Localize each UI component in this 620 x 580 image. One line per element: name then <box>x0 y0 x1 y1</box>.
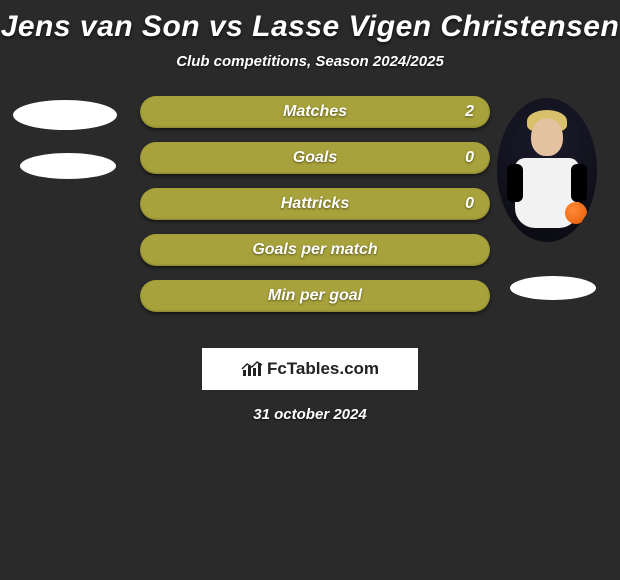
photo-illustration <box>497 98 597 242</box>
ball-shape <box>565 202 587 224</box>
player-right-slot <box>495 98 605 338</box>
stat-label: Min per goal <box>268 287 362 305</box>
stat-label: Goals <box>293 149 337 167</box>
stat-row-hattricks: Hattricks 0 <box>140 188 490 220</box>
stat-row-goals-per-match: Goals per match <box>140 234 490 266</box>
stat-value-right: 0 <box>465 195 474 213</box>
stat-value-right: 2 <box>465 103 474 121</box>
stat-row-goals: Goals 0 <box>140 142 490 174</box>
placeholder-shape <box>510 276 596 300</box>
subtitle: Club competitions, Season 2024/2025 <box>0 49 620 90</box>
logo-box[interactable]: FcTables.com <box>202 348 418 390</box>
comparison-card: Jens van Son vs Lasse Vigen Christensen … <box>0 0 620 423</box>
player-left-slot <box>10 98 120 338</box>
chart-icon <box>241 360 263 378</box>
stat-value-right: 0 <box>465 149 474 167</box>
main-area: Matches 2 Goals 0 Hattricks 0 Goals per … <box>0 90 620 340</box>
stat-row-matches: Matches 2 <box>140 96 490 128</box>
head-shape <box>531 118 563 156</box>
stat-label: Hattricks <box>281 195 349 213</box>
stat-label: Matches <box>283 103 347 121</box>
player-photo <box>497 98 597 242</box>
placeholder-shape <box>13 100 117 130</box>
stat-label: Goals per match <box>252 241 377 259</box>
stat-bars: Matches 2 Goals 0 Hattricks 0 Goals per … <box>140 96 490 326</box>
logo-text: FcTables.com <box>267 359 379 379</box>
date-line: 31 october 2024 <box>0 390 620 423</box>
placeholder-shape <box>20 153 116 179</box>
stat-row-min-per-goal: Min per goal <box>140 280 490 312</box>
page-title: Jens van Son vs Lasse Vigen Christensen <box>0 0 620 49</box>
